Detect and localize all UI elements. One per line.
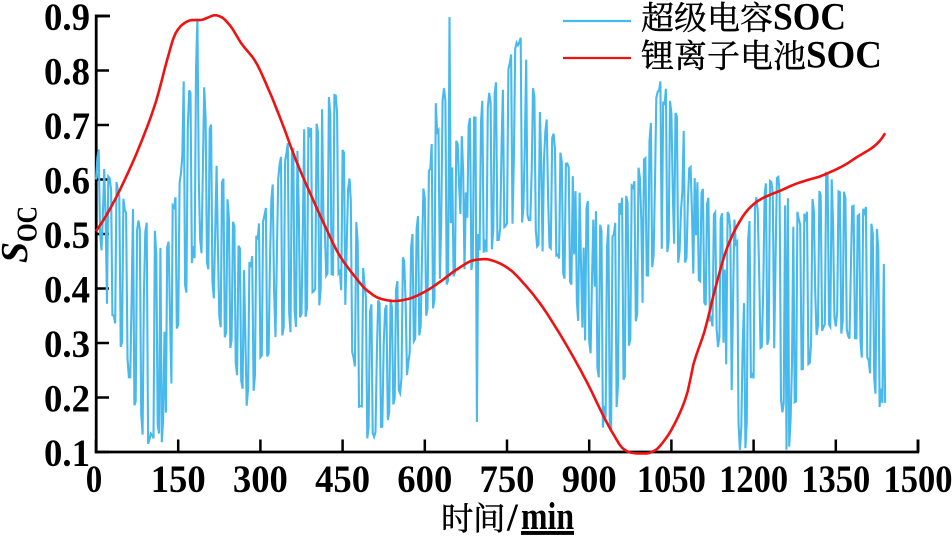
svg-text:0.9: 0.9 <box>44 0 90 39</box>
svg-text:0.7: 0.7 <box>44 105 90 148</box>
svg-text:450: 450 <box>315 458 370 501</box>
svg-text:min: min <box>521 495 574 536</box>
svg-text:300: 300 <box>233 458 288 501</box>
svg-text:1050: 1050 <box>637 458 706 501</box>
svg-text:1350: 1350 <box>801 458 870 501</box>
svg-text:0.2: 0.2 <box>44 378 90 421</box>
svg-text:0.6: 0.6 <box>44 160 90 203</box>
svg-text:0.1: 0.1 <box>44 432 90 475</box>
svg-text:OC: OC <box>12 206 44 242</box>
svg-text:0: 0 <box>86 458 103 501</box>
svg-text:1500: 1500 <box>884 458 952 501</box>
svg-text:SOC: SOC <box>806 34 882 77</box>
svg-text:0.5: 0.5 <box>44 214 90 257</box>
svg-text:900: 900 <box>562 458 617 501</box>
svg-text:0.3: 0.3 <box>44 323 90 366</box>
svg-text:0.8: 0.8 <box>44 51 90 94</box>
svg-text:SOC: SOC <box>773 0 846 39</box>
svg-text:1200: 1200 <box>719 458 788 501</box>
svg-text:0.4: 0.4 <box>44 269 90 312</box>
svg-text:150: 150 <box>151 458 206 501</box>
svg-text:600: 600 <box>397 458 452 501</box>
svg-text:S: S <box>0 242 36 263</box>
svg-text:750: 750 <box>480 458 535 501</box>
svg-text:/: / <box>506 496 519 536</box>
